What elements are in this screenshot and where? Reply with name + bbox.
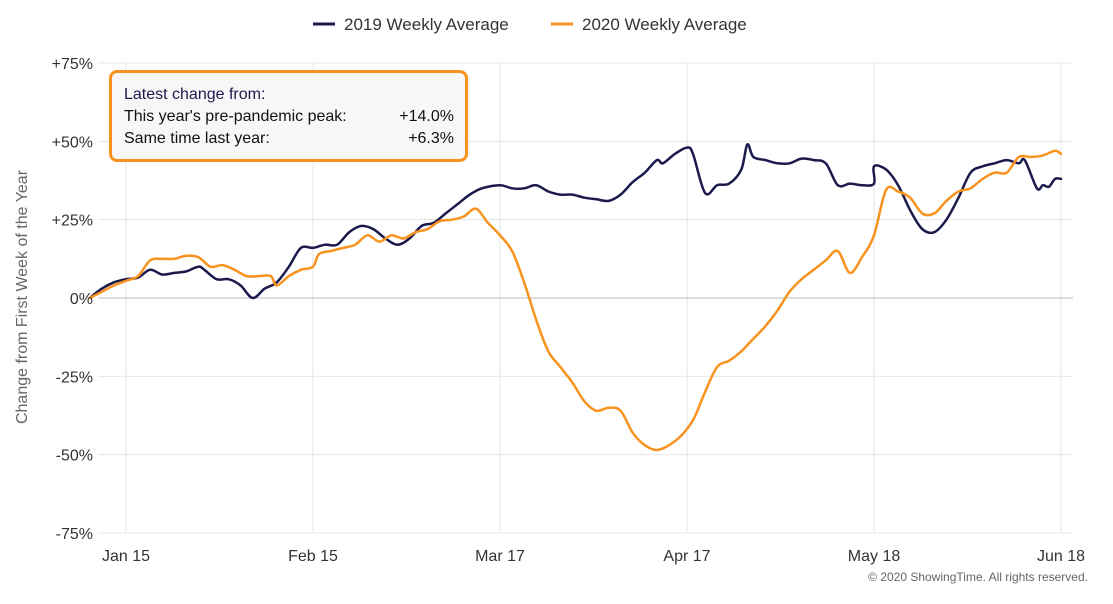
peak-change-label: This year's pre-pandemic peak: xyxy=(124,108,347,125)
credit-text: © 2020 ShowingTime. All rights reserved. xyxy=(868,570,1088,584)
x-tick-label: Jan 15 xyxy=(102,548,150,565)
y-tick-label: +25% xyxy=(52,213,93,230)
peak-change-row: This year's pre-pandemic peak: +14.0% xyxy=(124,106,454,128)
legend-item-2020[interactable]: 2020 Weekly Average xyxy=(551,15,747,34)
latest-change-header: Latest change from: xyxy=(124,86,266,103)
legend-label: 2019 Weekly Average xyxy=(344,15,509,34)
grid xyxy=(98,62,1073,534)
y-tick-label: 0% xyxy=(70,291,93,308)
series-line-2020 xyxy=(88,149,1063,452)
y-axis-label: Change from First Week of the Year xyxy=(14,169,31,424)
y-tick-label: -25% xyxy=(56,369,93,386)
y-tick-label: +75% xyxy=(52,56,93,73)
series-line-2019 xyxy=(88,143,1063,300)
last-year-change-label: Same time last year: xyxy=(124,130,270,147)
x-tick-label: Feb 15 xyxy=(288,548,338,565)
x-tick-label: Mar 17 xyxy=(475,548,525,565)
last-year-change-row: Same time last year: +6.3% xyxy=(124,128,454,150)
y-tick-label: +50% xyxy=(52,134,93,151)
legend[interactable]: 2019 Weekly Average 2020 Weekly Average xyxy=(313,15,747,34)
legend-item-2019[interactable]: 2019 Weekly Average xyxy=(313,15,509,34)
last-year-change-value: +6.3% xyxy=(408,130,454,147)
y-tick-label: -75% xyxy=(56,526,93,543)
series-layer xyxy=(88,143,1063,452)
y-tick-label: -50% xyxy=(56,448,93,465)
x-tick-label: Apr 17 xyxy=(663,548,710,565)
peak-change-value: +14.0% xyxy=(399,108,454,125)
latest-change-box: Latest change from: This year's pre-pand… xyxy=(109,70,468,162)
x-axis: Jan 15 Feb 15 Mar 17 Apr 17 May 18 Jun 18 xyxy=(102,548,1085,565)
x-tick-label: May 18 xyxy=(848,548,901,565)
x-tick-label: Jun 18 xyxy=(1037,548,1085,565)
y-axis: +75% +50% +25% 0% -25% -50% -75% xyxy=(52,56,93,543)
legend-label: 2020 Weekly Average xyxy=(582,15,747,34)
